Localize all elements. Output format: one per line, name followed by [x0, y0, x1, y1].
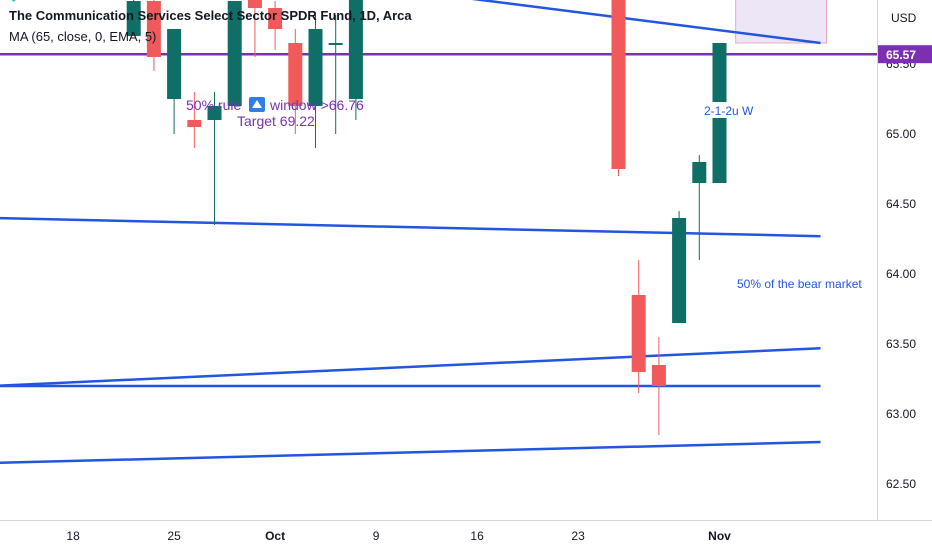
rule-annotation-suffix: window >66.76 — [269, 97, 364, 113]
candle-body[interactable] — [227, 0, 242, 106]
x-tick-label: 16 — [470, 529, 484, 543]
y-tick-label: 63.50 — [886, 337, 916, 351]
indicator-legend[interactable]: MA (65, close, 0, EMA, 5) — [9, 29, 156, 44]
x-tick-label: Nov — [708, 529, 731, 543]
x-tick-label: 9 — [373, 529, 380, 543]
trendline[interactable] — [0, 346, 821, 387]
candle-body[interactable] — [308, 29, 323, 106]
bear-label-bg — [733, 275, 873, 293]
candle-body[interactable] — [611, 0, 626, 169]
candle-body[interactable] — [247, 0, 262, 8]
target-annotation: Target 69.22 — [237, 113, 315, 129]
candle-body[interactable] — [268, 8, 283, 29]
y-tick-label: 63.00 — [886, 407, 916, 421]
arrow-up-icon — [252, 100, 262, 108]
candle-body[interactable] — [328, 43, 343, 45]
x-tick-label: 25 — [167, 529, 181, 543]
candle-body[interactable] — [672, 218, 687, 323]
candle-body[interactable] — [146, 0, 161, 57]
y-tick-label: 64.50 — [886, 197, 916, 211]
candle-body[interactable] — [651, 365, 666, 386]
chart-title: The Communication Services Select Sector… — [9, 8, 412, 23]
y-tick-label: 64.00 — [886, 267, 916, 281]
y-tick-label: 66.00 — [886, 0, 916, 1]
candle-body[interactable] — [692, 162, 707, 183]
candle-body[interactable] — [348, 0, 363, 99]
x-tick-label: Oct — [265, 529, 285, 543]
bear-market-annotation: 50% of the bear market — [737, 277, 862, 291]
w-target-label: 2-1-2u W — [704, 104, 754, 118]
price-badge-label: 65.57 — [886, 48, 916, 62]
trendline[interactable] — [0, 440, 821, 465]
candle-body[interactable] — [187, 120, 202, 127]
y-tick-label: 62.50 — [886, 477, 916, 491]
x-tick-label: 23 — [571, 529, 585, 543]
candle-body[interactable] — [167, 29, 182, 99]
w-label-bg — [700, 102, 762, 118]
candle-body[interactable] — [126, 0, 141, 36]
currency-label[interactable]: USD — [891, 11, 917, 25]
gap-box[interactable] — [735, 0, 828, 44]
candle-body[interactable] — [207, 106, 222, 120]
price-badge[interactable] — [878, 45, 932, 64]
candle-body[interactable] — [631, 295, 646, 372]
trendline[interactable] — [0, 0, 821, 45]
rule-annotation-prefix: 50% rule — [186, 97, 241, 113]
x-tick-label: 18 — [66, 529, 80, 543]
candle-body[interactable] — [288, 43, 303, 106]
y-tick-label: 65.00 — [886, 127, 916, 141]
